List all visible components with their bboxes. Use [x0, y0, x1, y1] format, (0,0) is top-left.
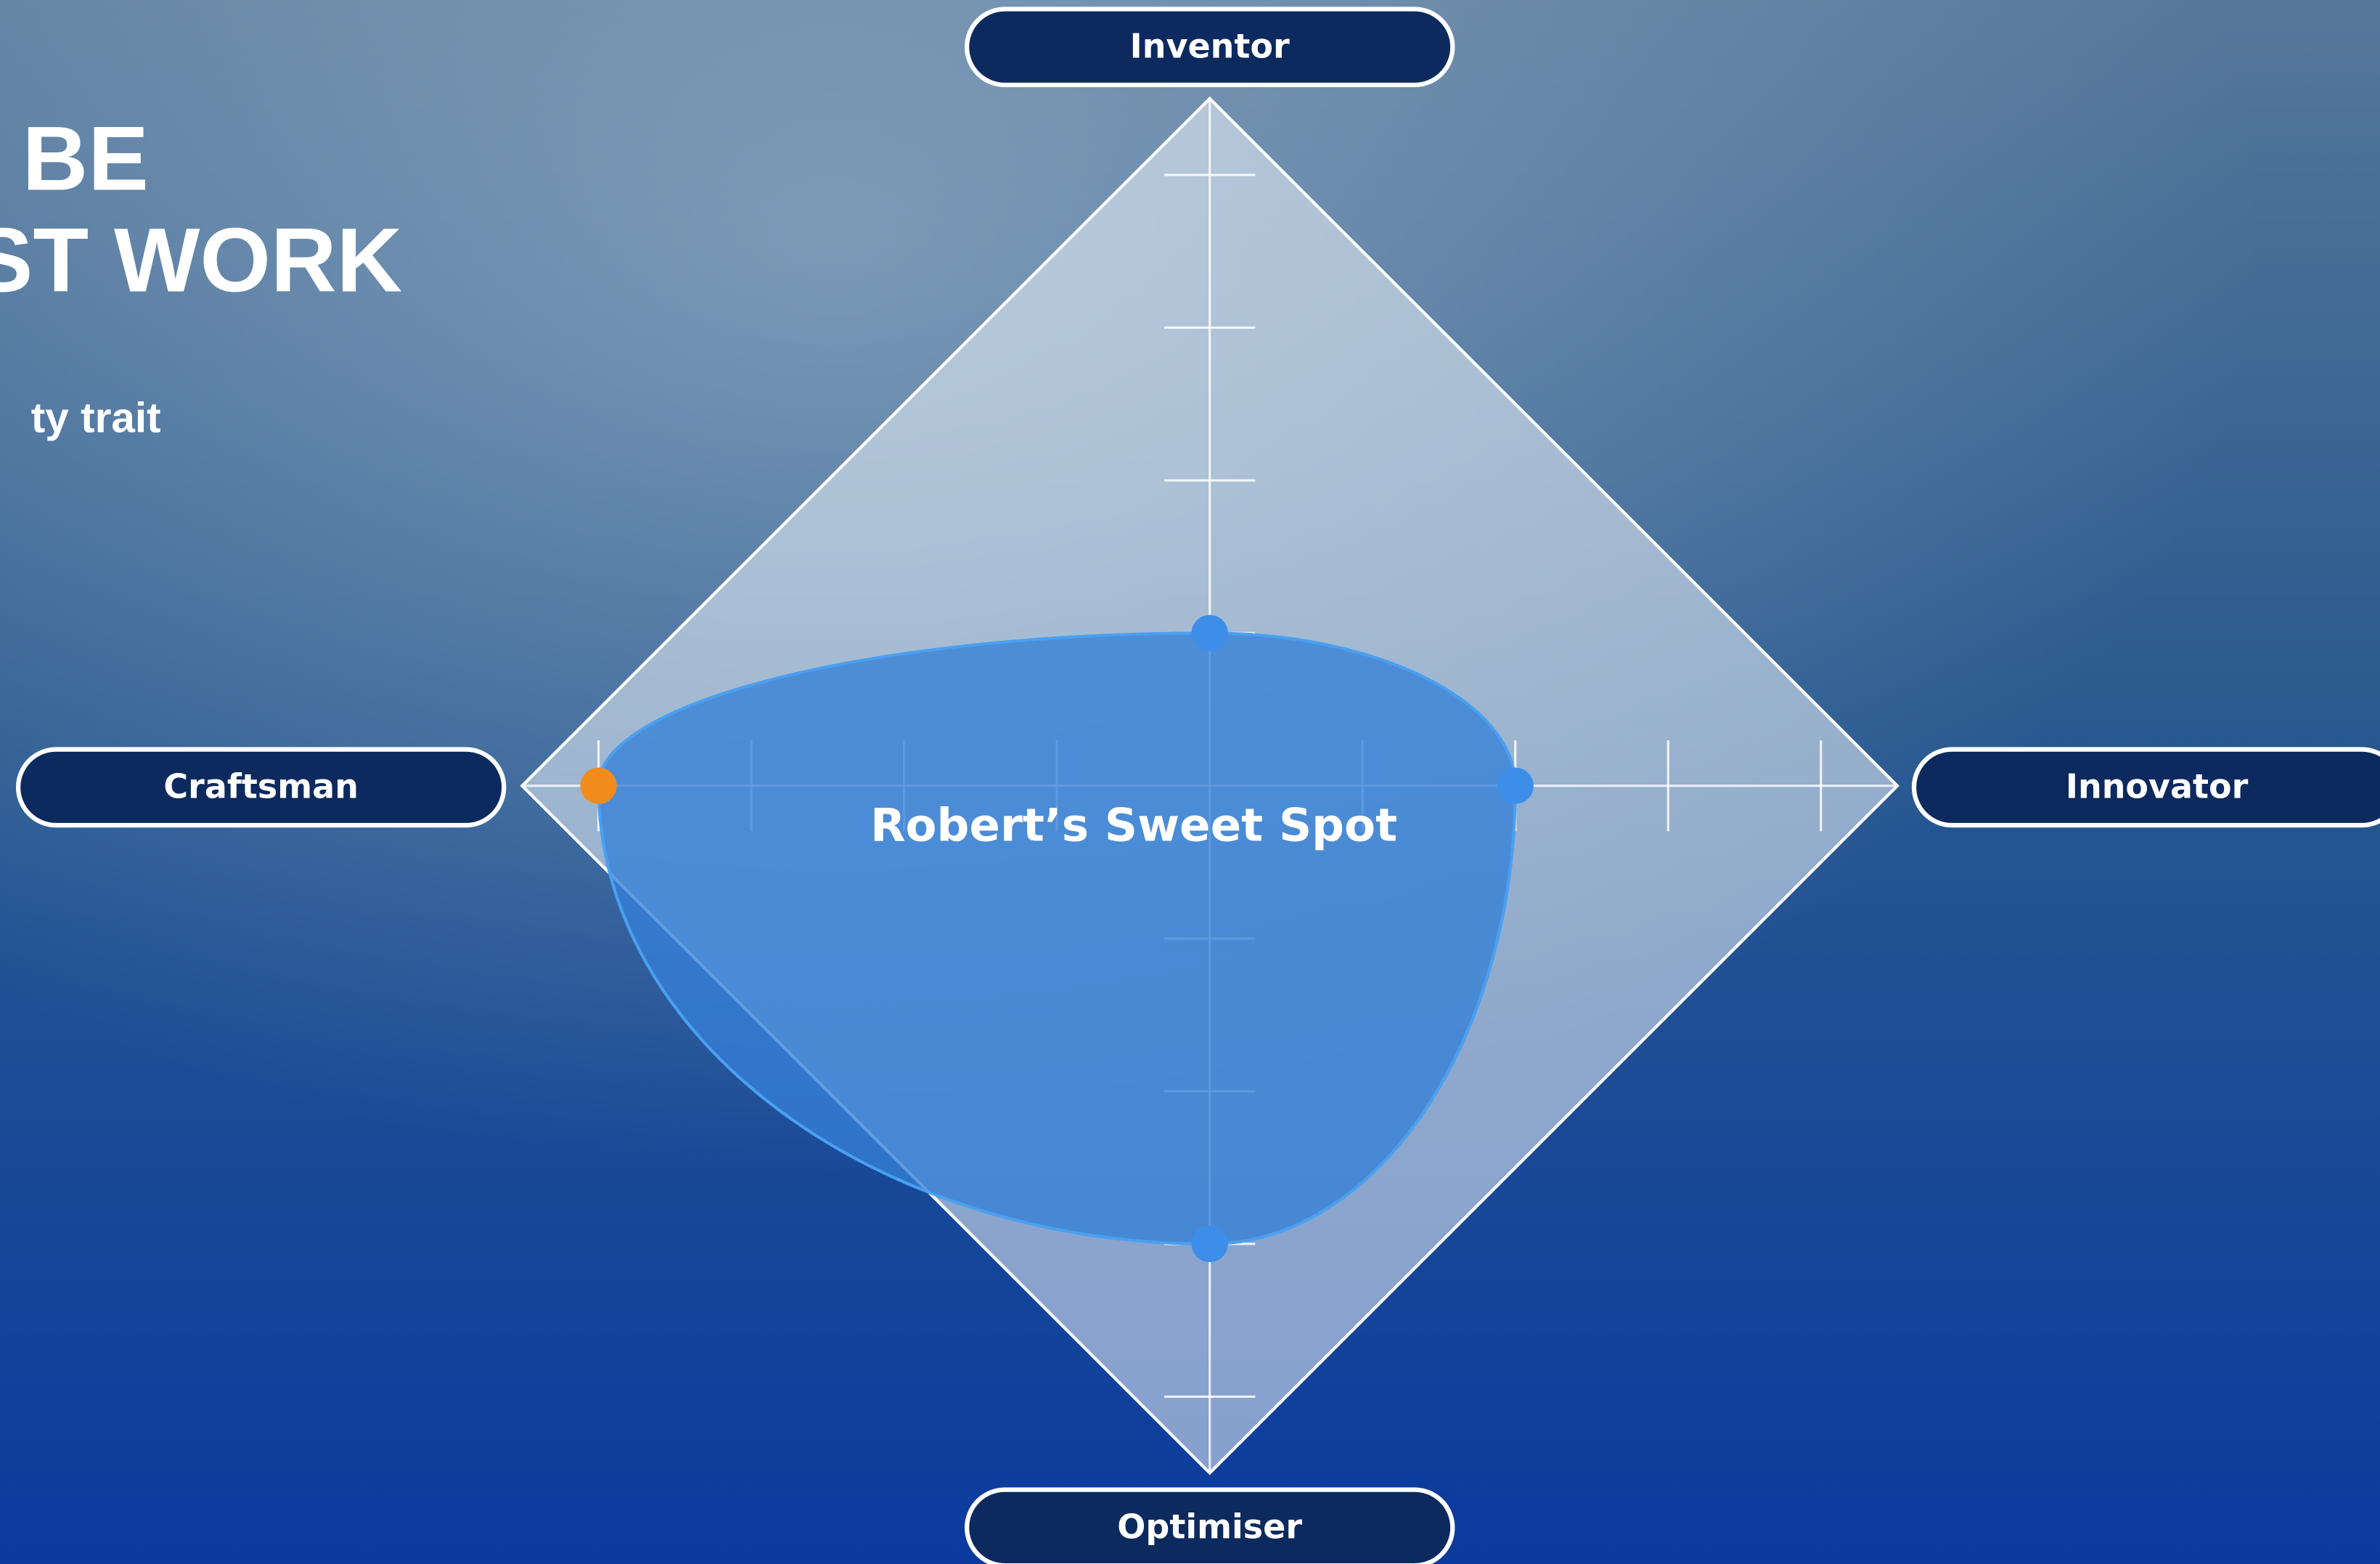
heading-line: Y BEST WORK — [0, 208, 402, 311]
trait-label: Inventor — [1130, 26, 1290, 65]
trait-point — [581, 768, 617, 804]
trait-point — [1192, 1226, 1228, 1262]
subtitle: ty trait — [31, 395, 161, 442]
trait-label: Craftsman — [163, 766, 359, 806]
screen: TO BE Y BEST WORK ty trait Robert’s Swee… — [0, 0, 2380, 1564]
trait-label: Optimiser — [1117, 1507, 1302, 1546]
heading-line: TO BE — [0, 107, 149, 209]
trait-point — [1497, 768, 1534, 804]
page: TO BE Y BEST WORK ty trait Robert’s Swee… — [0, 0, 2380, 1564]
trait-point — [1192, 615, 1228, 651]
trait-label: Innovator — [2066, 766, 2249, 806]
diagram-title: Robert’s Sweet Spot — [870, 798, 1397, 851]
